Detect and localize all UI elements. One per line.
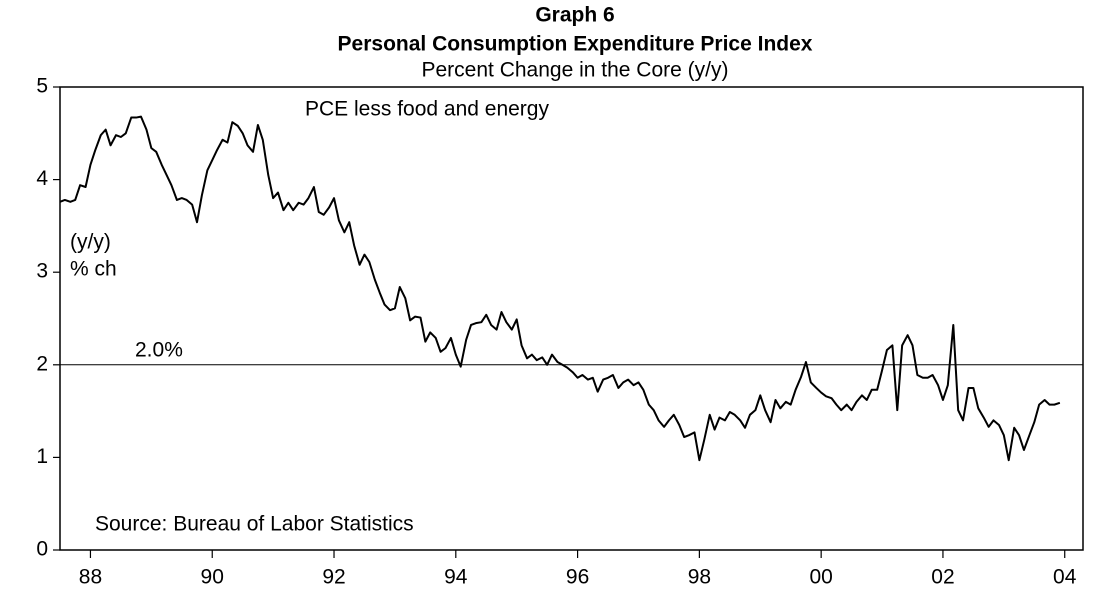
- chart-title: Graph 6: [535, 4, 614, 27]
- x-tick-label: 02: [931, 566, 954, 589]
- y-tick-label: 1: [36, 445, 48, 468]
- y-tick-label: 5: [36, 75, 48, 98]
- x-tick-label: 00: [809, 566, 832, 589]
- x-tick-label: 98: [688, 566, 711, 589]
- chart-subtitle: Percent Change in the Core (y/y): [422, 59, 729, 82]
- x-tick-label: 90: [201, 566, 224, 589]
- x-tick-label: 96: [566, 566, 589, 589]
- source-note: Source: Bureau of Labor Statistics: [95, 513, 414, 536]
- series-label: PCE less food and energy: [305, 98, 549, 121]
- chart-subtitle: Personal Consumption Expenditure Price I…: [338, 33, 813, 56]
- y-tick-label: 0: [36, 538, 48, 561]
- x-tick-label: 94: [444, 566, 468, 589]
- y-tick-label: 3: [36, 260, 48, 283]
- y-tick-label: 2: [36, 352, 48, 375]
- y-tick-label: 4: [36, 167, 48, 190]
- y-axis-label: % ch: [70, 258, 117, 281]
- y-axis-label: (y/y): [70, 231, 111, 254]
- x-tick-label: 92: [322, 566, 345, 589]
- reference-label: 2.0%: [135, 338, 183, 361]
- x-tick-label: 04: [1053, 566, 1077, 589]
- data-line: [59, 115, 1061, 462]
- x-tick-label: 88: [79, 566, 102, 589]
- plot-frame: [59, 86, 1084, 551]
